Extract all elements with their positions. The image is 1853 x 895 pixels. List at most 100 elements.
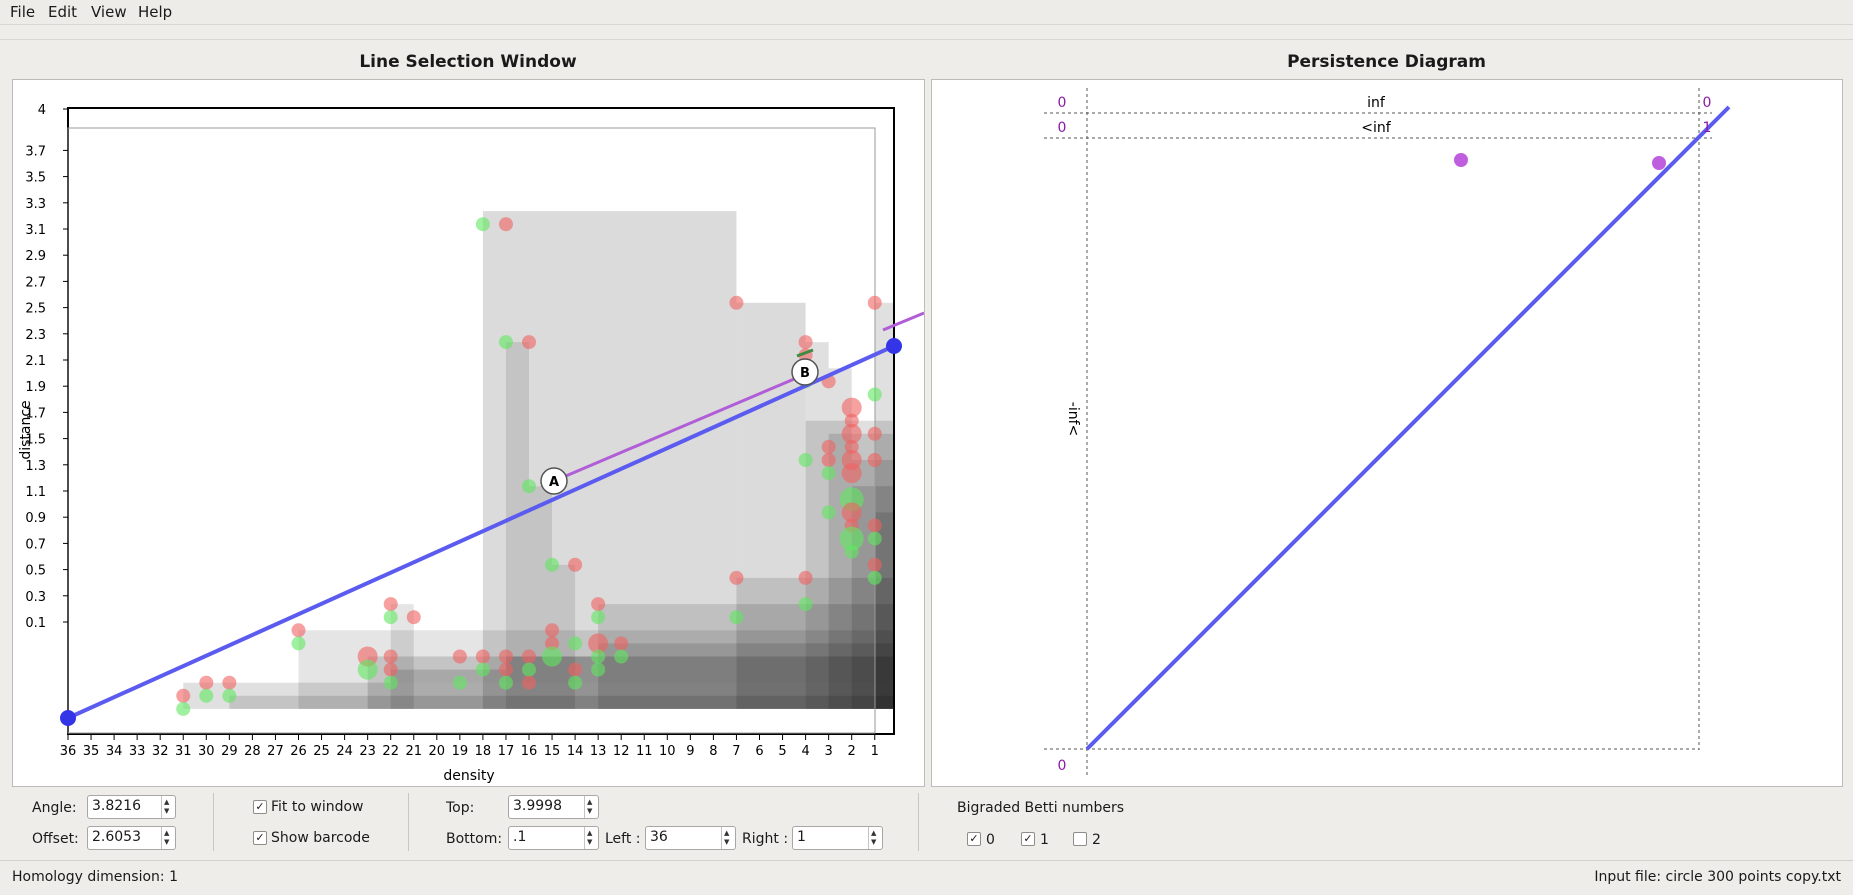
x-tick-label: 26: [290, 744, 307, 759]
right-spinbox[interactable]: 1 ▲ ▼: [792, 826, 883, 850]
chevron-up-icon[interactable]: ▲: [587, 829, 593, 837]
chevron-down-icon[interactable]: ▼: [724, 838, 730, 846]
betti-2-label[interactable]: 2: [1092, 832, 1101, 848]
y-tick-label: 0.5: [25, 564, 46, 579]
x-tick-label: 24: [336, 744, 353, 759]
right-spin-arrows[interactable]: ▲ ▼: [868, 827, 882, 849]
betti-1-label[interactable]: 1: [1040, 832, 1049, 848]
chevron-down-icon[interactable]: ▼: [164, 838, 170, 846]
chevron-down-icon[interactable]: ▼: [587, 807, 593, 815]
left-label: Left :: [605, 831, 641, 847]
persistence-dot[interactable]: [1652, 156, 1666, 170]
x-tick-label: 1: [871, 744, 879, 759]
show-barcode-label[interactable]: Show barcode: [271, 830, 370, 846]
chevron-up-icon[interactable]: ▲: [164, 829, 170, 837]
x-tick-label: 27: [267, 744, 284, 759]
chevron-up-icon[interactable]: ▲: [587, 798, 593, 806]
menu-edit[interactable]: Edit: [48, 3, 78, 21]
menu-view[interactable]: View: [91, 3, 127, 21]
betti-xi0-dot: [383, 597, 398, 612]
persistence-diagram-canvas[interactable]: inf <inf -inf< 0 0 0 1 0: [932, 80, 1842, 786]
y-tick-label: 1.9: [25, 380, 46, 395]
barcode-shade: [805, 342, 829, 709]
chevron-up-icon[interactable]: ▲: [164, 798, 170, 806]
marker-a-label: A: [549, 475, 559, 490]
line-selection-window[interactable]: 0.1 0.3 0.5 0.7 0.9 1.1 1.3 1.5 1.7 1.9 2.1 2.3 2.5 2…: [12, 79, 925, 787]
betti-xi0-dot: [821, 453, 836, 467]
x-tick-label: 13: [590, 744, 607, 759]
y-tick-label: 1.7: [25, 406, 46, 421]
betti-xi0-dot: [821, 439, 836, 454]
menu-file[interactable]: File: [10, 3, 36, 21]
betti-0-checkbox[interactable]: ✓: [967, 832, 981, 846]
y-tick-label: 4: [38, 103, 46, 118]
betti-1-checkbox[interactable]: ✓: [1021, 832, 1035, 846]
betti-xi0-dot: [867, 295, 882, 310]
y-tick-label: 1.1: [25, 485, 46, 500]
betti-title: Bigraded Betti numbers: [957, 800, 1125, 816]
marker-a[interactable]: [540, 467, 568, 495]
x-tick-label: 29: [221, 744, 238, 759]
betti-xi0-dot: [798, 570, 813, 585]
input-file-status: Input file: circle 300 points copy.txt: [1594, 869, 1841, 885]
line-endpoint-right[interactable]: [886, 338, 902, 354]
check-icon: ✓: [255, 831, 265, 844]
betti-xi0-dot: [452, 649, 467, 664]
show-barcode-checkbox[interactable]: ✓: [253, 831, 267, 845]
offset-spin-arrows[interactable]: ▲ ▼: [161, 827, 175, 849]
bottom-spinbox[interactable]: .1 ▲ ▼: [508, 826, 599, 850]
left-spinbox[interactable]: 36 ▲ ▼: [645, 826, 736, 850]
y-tick-label: 1.5: [25, 433, 46, 448]
betti-xi0-dot: [222, 675, 237, 690]
x-tick-label: 14: [567, 744, 584, 759]
persistence-dot[interactable]: [1454, 153, 1468, 167]
betti-xi1-dot: [452, 675, 467, 690]
left-spin-arrows[interactable]: ▲ ▼: [721, 827, 735, 849]
betti-xi0-dot: [844, 413, 859, 428]
x-tick-label: 31: [175, 744, 192, 759]
menu-help[interactable]: Help: [138, 3, 173, 21]
barcode-shade: [482, 211, 737, 709]
x-tick-label: 8: [709, 744, 717, 759]
y-tick-label: 3.1: [25, 223, 46, 238]
betti-xi1-dot: [844, 544, 859, 559]
betti-xi1-dot: [545, 557, 560, 572]
barcode-bar-short: [796, 348, 814, 358]
chevron-down-icon[interactable]: ▼: [587, 838, 593, 846]
offset-spinbox[interactable]: 2.6053 ▲ ▼: [87, 826, 176, 850]
angle-spin-arrows[interactable]: ▲ ▼: [161, 796, 175, 818]
fit-to-window-label[interactable]: Fit to window: [271, 799, 364, 815]
y-tick-label: 3.7: [25, 144, 46, 159]
top-value: 3.9998: [513, 798, 562, 814]
top-spinbox[interactable]: 3.9998 ▲ ▼: [508, 795, 599, 819]
chevron-up-icon[interactable]: ▲: [871, 829, 877, 837]
chevron-up-icon[interactable]: ▲: [724, 829, 730, 837]
x-tick-label: 7: [732, 744, 740, 759]
betti-xi1-dot: [498, 675, 513, 690]
x-tick-label: 22: [382, 744, 399, 759]
chevron-down-icon[interactable]: ▼: [164, 807, 170, 815]
fit-to-window-checkbox[interactable]: ✓: [253, 800, 267, 814]
x-tick-label: 11: [636, 744, 653, 759]
left-value: 36: [650, 829, 668, 845]
betti-2-checkbox[interactable]: [1073, 832, 1087, 846]
barcode-bar: [553, 369, 814, 483]
angle-spinbox[interactable]: 3.8216 ▲ ▼: [87, 795, 176, 819]
betti-0-label[interactable]: 0: [986, 832, 995, 848]
top-spin-arrows[interactable]: ▲ ▼: [584, 796, 598, 818]
betti-xi0-dot: [729, 570, 744, 585]
selection-line[interactable]: [67, 344, 895, 720]
chevron-down-icon[interactable]: ▼: [871, 838, 877, 846]
line-selection-canvas[interactable]: 0.1 0.3 0.5 0.7 0.9 1.1 1.3 1.5 1.7 1.9 2.1 2.3 2.5 2…: [13, 80, 925, 786]
marker-b[interactable]: [791, 358, 819, 386]
betti-xi1-dot: [199, 688, 214, 703]
betti-xi1-dot: [591, 610, 606, 625]
persistence-diagram-window[interactable]: inf <inf -inf< 0 0 0 1 0: [931, 79, 1843, 787]
line-endpoint-left[interactable]: [60, 710, 76, 726]
betti-xi0-dot: [867, 518, 882, 533]
betti-xi0-dot: [176, 688, 191, 703]
x-tick-label: 6: [755, 744, 763, 759]
barcode-shade: [598, 643, 894, 657]
x-tick-label: 28: [244, 744, 261, 759]
bottom-spin-arrows[interactable]: ▲ ▼: [584, 827, 598, 849]
